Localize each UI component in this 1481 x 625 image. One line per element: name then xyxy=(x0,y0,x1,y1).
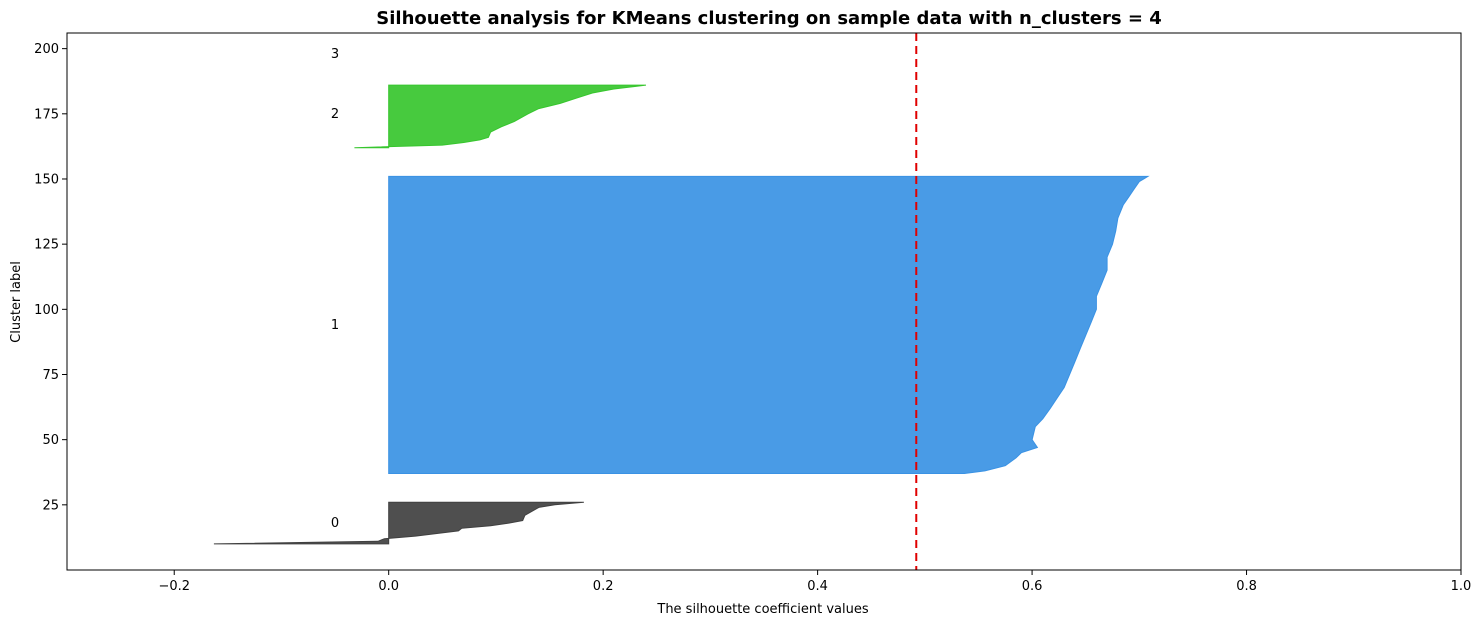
y-tick-label: 25 xyxy=(42,498,59,513)
cluster-label-1: 1 xyxy=(331,318,339,333)
y-tick-label: 200 xyxy=(34,42,59,57)
silhouette-fill-cluster-2 xyxy=(354,84,647,149)
silhouette-fill-cluster-1 xyxy=(388,175,1150,475)
y-tick-label: 75 xyxy=(42,368,59,383)
y-tick-label: 150 xyxy=(34,172,59,187)
x-tick-label: 0.6 xyxy=(1022,579,1043,594)
y-tick-label: 50 xyxy=(42,433,59,448)
y-axis-ticks: 25 50 75 100 125 150 175 200 xyxy=(34,42,67,513)
cluster-label-2: 2 xyxy=(331,107,339,122)
x-tick-label: 0.0 xyxy=(378,579,399,594)
y-tick-label: 175 xyxy=(34,107,59,122)
silhouette-fills xyxy=(213,84,1150,545)
cluster-labels: 0 1 2 3 xyxy=(331,47,339,531)
x-tick-label: 0.4 xyxy=(807,579,828,594)
chart-title: Silhouette analysis for KMeans clusterin… xyxy=(376,8,1161,29)
x-axis-label: The silhouette coefficient values xyxy=(656,602,868,617)
x-tick-label: −0.2 xyxy=(158,579,190,594)
y-tick-label: 125 xyxy=(34,238,59,253)
x-tick-label: 0.8 xyxy=(1236,579,1257,594)
y-axis-label: Cluster label xyxy=(9,261,24,343)
x-axis-ticks: −0.2 0.0 0.2 0.4 0.6 0.8 1.0 xyxy=(158,570,1471,594)
cluster-label-0: 0 xyxy=(331,516,339,531)
y-tick-label: 100 xyxy=(34,303,59,318)
x-tick-label: 0.2 xyxy=(593,579,614,594)
plot-frame xyxy=(66,32,1462,571)
cluster-label-3: 3 xyxy=(331,47,339,62)
silhouette-fill-cluster-0 xyxy=(213,501,584,545)
x-tick-label: 1.0 xyxy=(1451,579,1472,594)
